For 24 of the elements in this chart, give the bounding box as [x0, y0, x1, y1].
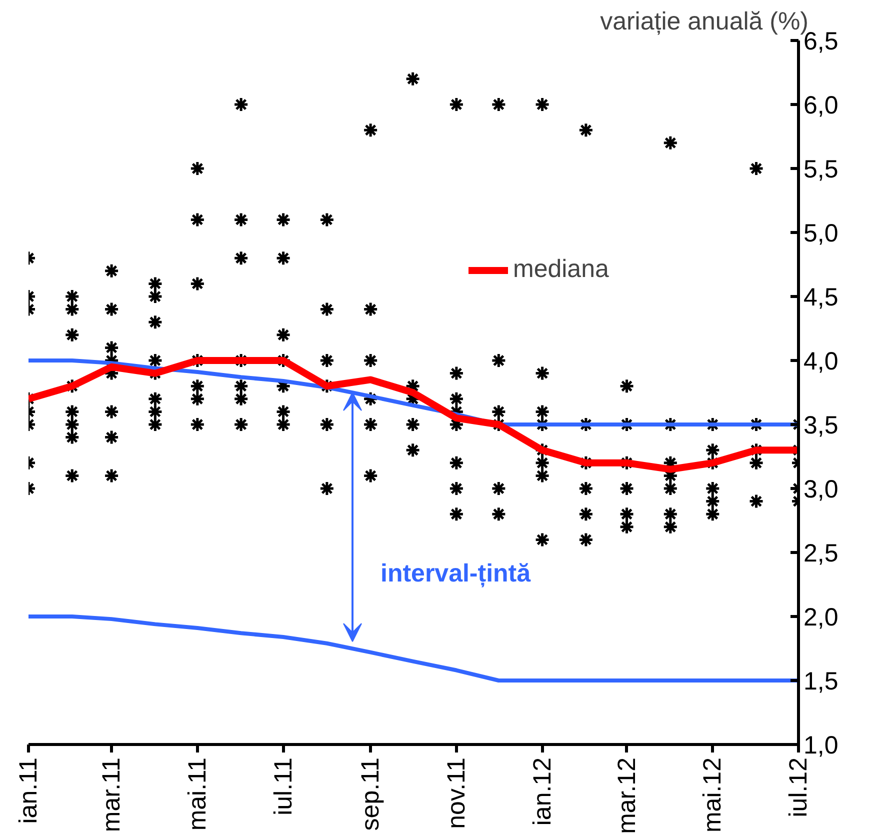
x-tick-label: mar.11: [98, 757, 126, 832]
x-tick-label: iul.11: [269, 757, 298, 816]
x-tick-label: sep.11: [356, 757, 385, 831]
y-tick-label: 2,0: [804, 604, 838, 632]
y-tick-label: 1,0: [804, 732, 838, 760]
x-tick-label: nov.11: [442, 757, 470, 829]
y-tick-label: 3,5: [804, 412, 838, 440]
y-tick-label: 4,5: [804, 284, 838, 312]
y-tick-label: 1,5: [804, 668, 838, 696]
x-tick-label: mar.12: [612, 757, 641, 834]
y-tick-label: 5,5: [804, 156, 838, 184]
x-tick-label: ian.12: [528, 757, 556, 826]
y-tick-label: 3,0: [804, 476, 838, 504]
x-tick-label: ian.11: [14, 757, 42, 824]
y-tick-label: 2,5: [804, 540, 838, 568]
annotation: interval-țintă: [380, 560, 532, 588]
y-tick-label: 4,0: [804, 348, 838, 376]
legend-label: mediana: [513, 255, 609, 284]
x-tick-label: mai.12: [698, 757, 727, 833]
y-tick-label: 6,0: [804, 92, 838, 120]
x-tick-label: iul.12: [784, 758, 812, 818]
line-series: [28, 614, 798, 682]
x-tick-label: mai.11: [183, 757, 212, 831]
y-tick-label: 5,0: [804, 220, 838, 248]
